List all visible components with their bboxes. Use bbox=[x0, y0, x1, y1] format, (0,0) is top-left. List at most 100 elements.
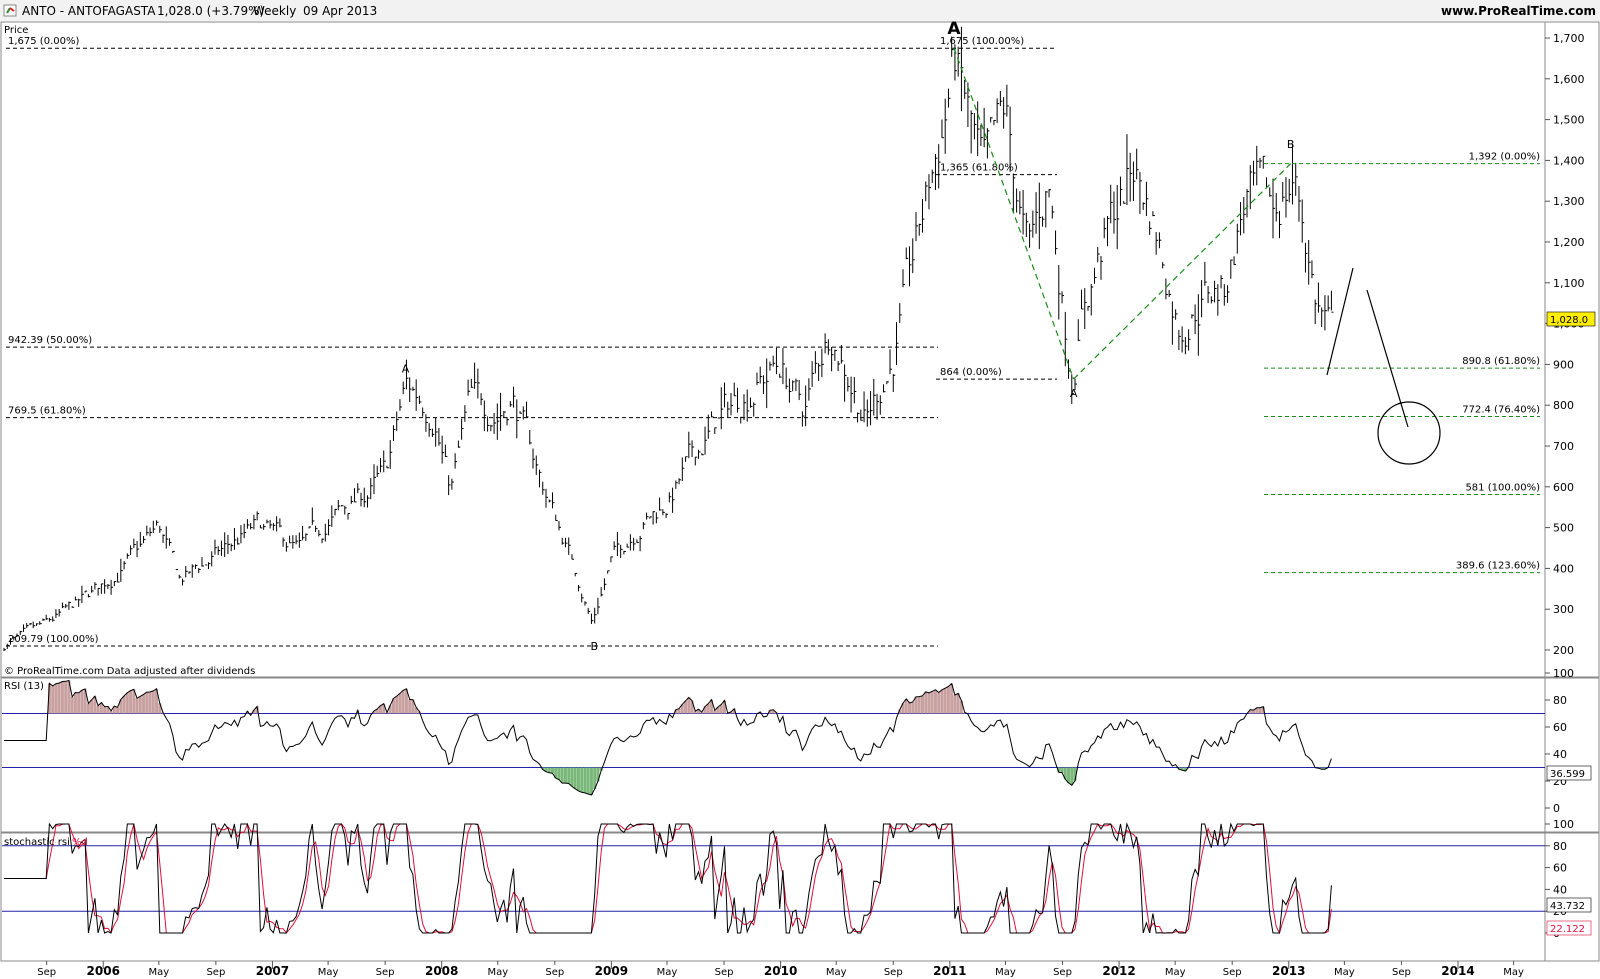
header-site[interactable]: www.ProRealTime.com bbox=[1441, 4, 1596, 18]
price-bar bbox=[990, 117, 993, 123]
price-axis-label: 700 bbox=[1553, 440, 1574, 453]
fib-mid-label: 1,675 (100.00%) bbox=[940, 36, 1024, 47]
price-bar bbox=[526, 401, 529, 418]
price-bar bbox=[295, 535, 299, 545]
price-bar bbox=[993, 119, 996, 126]
price-bar bbox=[918, 223, 922, 236]
price-bar bbox=[308, 526, 312, 529]
date-axis-label: Sep bbox=[715, 967, 734, 978]
price-bar bbox=[81, 585, 84, 604]
price-bar bbox=[9, 637, 13, 645]
price-bar bbox=[1045, 190, 1048, 228]
price-bar bbox=[711, 411, 714, 418]
price-bar bbox=[19, 630, 23, 636]
price-bar bbox=[542, 481, 545, 495]
price-bar bbox=[1051, 205, 1055, 219]
wave-lines bbox=[953, 47, 1292, 380]
date-axis-label: 2010 bbox=[764, 964, 797, 978]
fib-right-label: 1,392 (0.00%) bbox=[1469, 152, 1540, 163]
price-bar bbox=[879, 395, 883, 415]
price-bar bbox=[496, 403, 500, 440]
price-bar bbox=[1210, 296, 1214, 304]
price-bar bbox=[207, 562, 211, 570]
price-bar bbox=[756, 372, 759, 386]
price-bar bbox=[389, 440, 393, 469]
price-bar bbox=[1243, 196, 1246, 234]
price-bar bbox=[227, 534, 230, 555]
price-bar bbox=[331, 505, 334, 527]
price-bar bbox=[1201, 280, 1204, 318]
stoch-axis-label: 60 bbox=[1553, 862, 1567, 875]
price-bar bbox=[149, 527, 153, 537]
price-bar bbox=[503, 410, 506, 418]
price-axis-label: 1,600 bbox=[1553, 73, 1585, 86]
price-bar bbox=[276, 516, 279, 532]
rsi-panel-label: RSI (13) bbox=[4, 681, 44, 692]
price-bar bbox=[753, 402, 756, 417]
price-bar bbox=[717, 417, 721, 419]
price-bar bbox=[185, 565, 188, 578]
price-bar bbox=[568, 537, 571, 555]
price-bar bbox=[837, 360, 841, 372]
price-bar bbox=[1042, 216, 1045, 227]
price-bar bbox=[1253, 160, 1256, 186]
price-bar bbox=[792, 380, 795, 392]
price-bar bbox=[198, 567, 201, 574]
price-bar bbox=[182, 578, 185, 586]
price-bar bbox=[341, 505, 344, 507]
wave-label: A bbox=[402, 363, 410, 376]
stoch-panel-frame bbox=[0, 832, 1600, 962]
price-bar bbox=[1324, 295, 1327, 331]
price-bar bbox=[1097, 246, 1100, 263]
price-bar bbox=[1129, 152, 1133, 202]
price-bar bbox=[1119, 176, 1123, 206]
price-bar bbox=[305, 533, 308, 541]
price-bar bbox=[1175, 309, 1178, 320]
price-bar bbox=[1191, 314, 1194, 319]
price-bar bbox=[68, 601, 71, 610]
price-bar bbox=[769, 361, 772, 371]
price-bar bbox=[370, 478, 373, 500]
price-bar bbox=[1003, 97, 1006, 129]
date-axis-label: May bbox=[149, 967, 170, 978]
price-bar bbox=[818, 363, 821, 381]
price-bar bbox=[399, 399, 402, 411]
price-bar bbox=[1142, 202, 1146, 210]
price-bar bbox=[61, 602, 65, 609]
price-bar bbox=[470, 378, 474, 388]
price-bar bbox=[1227, 285, 1230, 303]
price-bar bbox=[360, 492, 364, 507]
price-bar bbox=[662, 509, 665, 516]
price-bar bbox=[1278, 210, 1282, 239]
price-bar bbox=[986, 128, 990, 159]
price-bar bbox=[1061, 291, 1065, 304]
price-bar bbox=[1275, 192, 1279, 222]
price-bar bbox=[964, 79, 967, 99]
price-bar bbox=[143, 535, 146, 544]
date-axis-label: May bbox=[487, 967, 508, 978]
stoch-panel-label: stochastic rsi bbox=[4, 837, 70, 848]
price-bar bbox=[1152, 211, 1155, 217]
price-bar bbox=[162, 534, 166, 543]
stoch-axis-label: 80 bbox=[1553, 840, 1567, 853]
price-bar bbox=[896, 322, 899, 365]
price-bar bbox=[931, 169, 935, 184]
price-bar bbox=[629, 534, 633, 551]
price-bar bbox=[1019, 191, 1022, 215]
price-axis-label: 600 bbox=[1553, 481, 1574, 494]
price-bar bbox=[240, 525, 243, 544]
price-bar bbox=[973, 113, 977, 140]
price-bar bbox=[211, 551, 214, 567]
date-axis-label: 2013 bbox=[1272, 964, 1305, 978]
price-bar bbox=[1321, 307, 1324, 327]
price-bar bbox=[139, 531, 143, 547]
price-bar bbox=[152, 520, 156, 534]
price-bar bbox=[457, 440, 461, 448]
price-axis-label: 300 bbox=[1553, 603, 1574, 616]
price-bar bbox=[967, 82, 970, 127]
price-bar bbox=[363, 487, 367, 508]
price-bar bbox=[957, 46, 961, 77]
date-axis-label: 2009 bbox=[595, 964, 628, 978]
wave-line-up bbox=[1073, 163, 1292, 380]
